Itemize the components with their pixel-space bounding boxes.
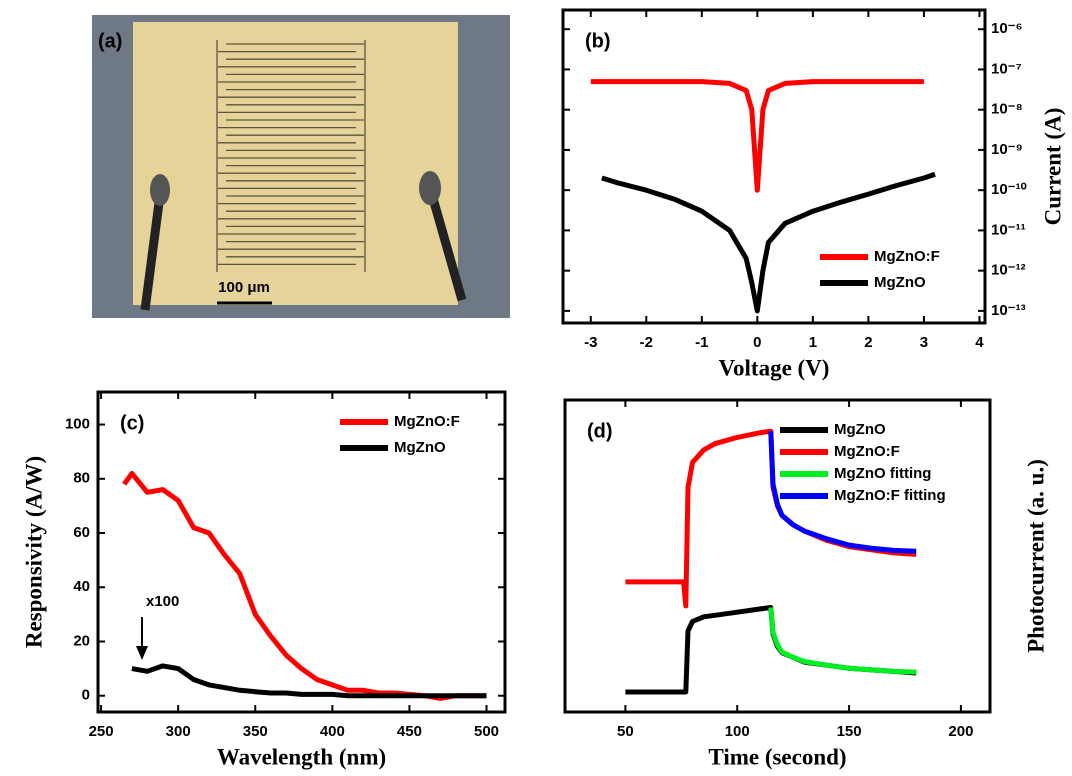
data-line <box>124 473 486 698</box>
data-line <box>771 608 916 673</box>
x-tick-label: 4 <box>975 334 984 351</box>
figure: (a) 100 μm -3 -2 -1 0 1 2 3 4 10⁻¹³ 10⁻¹² 10⁻¹¹ 10⁻… <box>0 0 1072 776</box>
chart-panel: -3 -2 -1 0 1 2 3 4 10⁻¹³ 10⁻¹² 10⁻¹¹ 10⁻¹⁰ 10⁻⁹ 10⁻⁸ 1… <box>563 10 1065 380</box>
x-tick-label: 300 <box>166 723 191 740</box>
y-tick-label: 10⁻¹³ <box>991 302 1026 319</box>
panel-label: (c) <box>120 412 144 434</box>
y-tick-label: 10⁻⁶ <box>991 20 1023 37</box>
x-tick-label: 50 <box>617 723 634 740</box>
y-tick-label: 20 <box>73 632 90 649</box>
y-tick-label: 0 <box>82 687 90 704</box>
y-tick-label: 100 <box>65 416 90 433</box>
legend-label: MgZnO:F <box>834 443 900 460</box>
y-tick-label: 10⁻¹² <box>991 262 1026 279</box>
x-tick-label: 1 <box>809 334 817 351</box>
y-axis-title: Responsivity (A/W) <box>21 456 46 648</box>
legend-label: MgZnO:F <box>394 413 460 430</box>
y-tick-label: 80 <box>73 470 90 487</box>
y-axis-title: Current (A) <box>1040 108 1065 226</box>
panel-label: (d) <box>587 420 613 442</box>
x-tick-label: -1 <box>695 334 708 351</box>
data-line <box>132 666 487 696</box>
x-tick-label: 450 <box>397 723 422 740</box>
x-tick-label: 500 <box>474 723 499 740</box>
micrograph: (a) 100 μm <box>92 15 510 318</box>
y-tick-label: 10⁻⁹ <box>991 141 1023 158</box>
x-tick-label: 2 <box>864 334 872 351</box>
x-axis-title: Wavelength (nm) <box>217 744 386 769</box>
plot-frame <box>565 400 990 712</box>
x-tick-label: 350 <box>243 723 268 740</box>
x-axis-title: Time (second) <box>708 744 846 769</box>
y-axis-title: Photocurrent (a. u.) <box>1023 459 1048 653</box>
x-tick-label: 400 <box>320 723 345 740</box>
x-tick-label: 200 <box>948 723 973 740</box>
x-axis-title: Voltage (V) <box>719 355 830 380</box>
probe-tip <box>419 171 441 205</box>
chart-panel: 50 100 150 200 Time (second) Photocurrent (a.… <box>565 400 1048 769</box>
probe-tip <box>150 174 170 206</box>
legend-label: MgZnO <box>874 274 926 291</box>
legend-label: MgZnO fitting <box>834 465 931 482</box>
x-tick-label: -3 <box>584 334 597 351</box>
legend-label: MgZnO <box>834 421 886 438</box>
x-tick-label: 0 <box>753 334 761 351</box>
legend-label: MgZnO <box>394 439 446 456</box>
x-tick-label: 3 <box>920 334 928 351</box>
scale-bar-label: 100 μm <box>218 279 270 296</box>
annotation: x100 <box>146 593 179 610</box>
x-tick-label: 150 <box>837 723 862 740</box>
annotation-arrowhead <box>136 646 148 660</box>
x-tick-label: -2 <box>640 334 653 351</box>
y-tick-label: 10⁻¹¹ <box>991 221 1026 238</box>
panel-label: (b) <box>585 30 611 52</box>
data-line <box>591 82 924 191</box>
electrode-pad <box>133 22 458 305</box>
y-tick-label: 40 <box>73 578 90 595</box>
legend-label: MgZnO:F fitting <box>834 487 946 504</box>
y-tick-label: 10⁻⁷ <box>991 60 1022 77</box>
chart-panel: 250 300 350 400 450 500 0 20 40 60 80 100 Wavelength… <box>21 392 505 769</box>
x-tick-label: 250 <box>89 723 114 740</box>
y-tick-label: 10⁻⁸ <box>991 101 1023 118</box>
panel-label: (a) <box>98 30 122 52</box>
x-tick-label: 100 <box>725 723 750 740</box>
y-tick-label: 10⁻¹⁰ <box>991 181 1027 198</box>
legend-label: MgZnO:F <box>874 248 940 265</box>
y-tick-label: 60 <box>73 524 90 541</box>
